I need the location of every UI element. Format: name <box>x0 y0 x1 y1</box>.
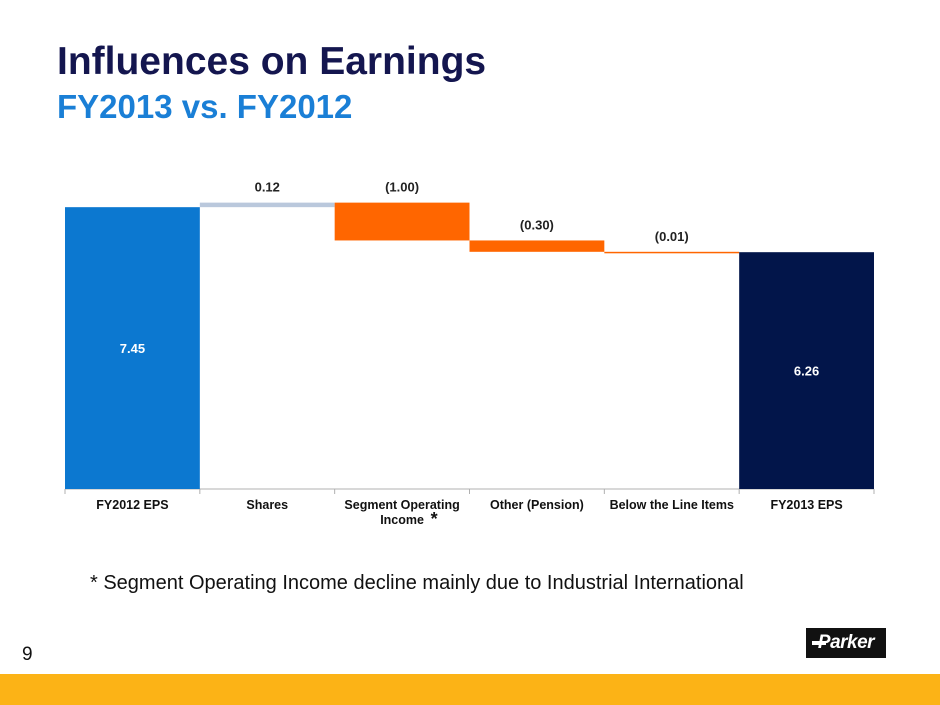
data-label-1: 0.12 <box>255 180 280 195</box>
slide-title: Influences on Earnings <box>57 40 487 83</box>
parker-logo: Parker <box>806 628 886 658</box>
footnote: * Segment Operating Income decline mainl… <box>90 572 744 594</box>
bar-4 <box>604 251 740 254</box>
data-label-4: (0.01) <box>655 229 689 244</box>
logo-text: Parker <box>817 632 875 653</box>
page-number: 9 <box>22 644 33 665</box>
asterisk-marker: * <box>431 509 438 529</box>
data-label-5: 6.26 <box>794 364 819 379</box>
x-tick-label-0-0: FY2012 EPS <box>96 498 168 512</box>
x-tick-label-1-0: Shares <box>246 498 288 512</box>
data-label-2: (1.00) <box>385 180 419 195</box>
bar-5 <box>739 252 874 489</box>
x-tick-label-4-0: Below the Line Items <box>610 498 734 512</box>
waterfall-chart: 7.45 FY2012 EPS 0.12 Shares (1.00) Segment Op… <box>64 180 875 529</box>
data-label-3: (0.30) <box>520 217 554 232</box>
x-tick-label-2-0: Segment Operating <box>344 498 459 512</box>
bar-3 <box>469 240 605 252</box>
bar-2 <box>334 202 470 241</box>
data-label-0: 7.45 <box>120 341 145 356</box>
logo-bar-icon <box>812 641 826 645</box>
x-tick-label-5-0: FY2013 EPS <box>770 498 842 512</box>
x-tick-label-2-1: Income <box>380 513 424 527</box>
bar-0 <box>65 207 200 489</box>
footer-band <box>0 674 940 705</box>
bar-1 <box>199 202 335 208</box>
x-tick-label-3-0: Other (Pension) <box>490 498 584 512</box>
slide-subtitle: FY2013 vs. FY2012 <box>57 88 353 125</box>
